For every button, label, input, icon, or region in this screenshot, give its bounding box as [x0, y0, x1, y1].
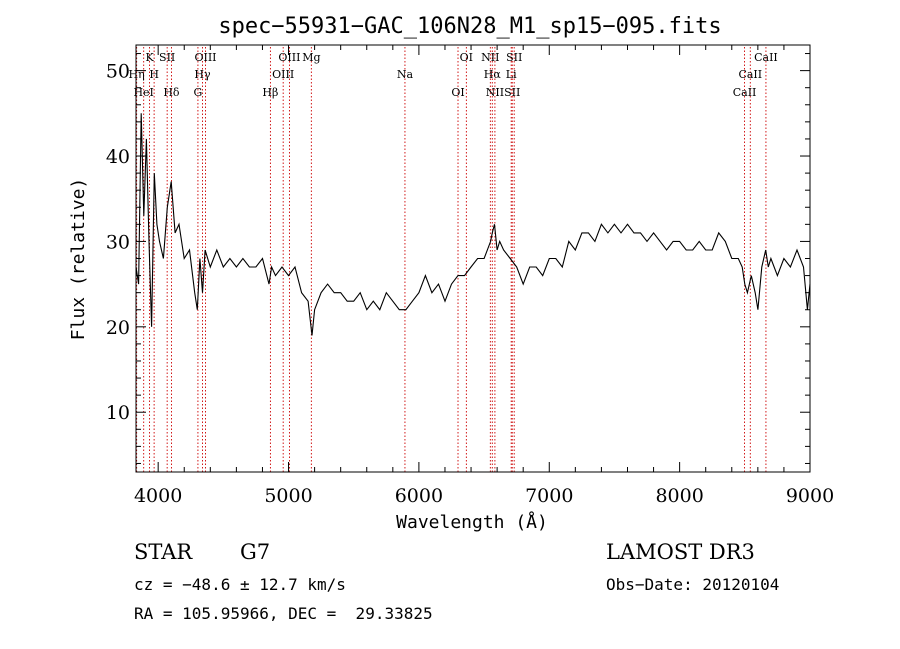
- line-label: SII: [159, 51, 175, 64]
- y-tick-label: 10: [106, 402, 130, 424]
- y-axis-ticks: 10 20 30 40 50: [106, 53, 810, 464]
- line-label: NII: [481, 51, 499, 64]
- y-tick-label: 30: [106, 231, 130, 253]
- object-class: STAR: [134, 540, 193, 564]
- x-tick-label: 6000: [395, 485, 443, 507]
- line-label: CaII: [738, 68, 762, 81]
- redshift-cz: cz = −48.6 ± 12.7 km/s: [134, 575, 346, 594]
- line-markers: [136, 47, 767, 472]
- y-axis-label: Flux (relative): [68, 178, 89, 341]
- line-label: HeI: [133, 86, 153, 99]
- plot-frame: [135, 44, 811, 473]
- line-label: OIII: [278, 51, 300, 64]
- x-tick-label: 7000: [525, 485, 573, 507]
- line-label: Hη: [129, 68, 145, 81]
- spectrum-line: [135, 113, 811, 336]
- line-label: Mg: [302, 51, 320, 64]
- observation-date: Obs−Date: 20120104: [606, 575, 780, 594]
- x-tick-label: 5000: [264, 485, 312, 507]
- y-tick-label: 50: [106, 61, 130, 83]
- line-label: OI: [451, 86, 464, 99]
- line-labels: KHηHeISIIHHδOIIIHγGOIIIOIIIHβMgNaOIOIHαS…: [129, 51, 778, 99]
- x-tick-label: 4000: [134, 485, 182, 507]
- line-label: SII: [506, 51, 522, 64]
- line-label: Hβ: [262, 86, 278, 99]
- line-label: SII: [504, 86, 520, 99]
- object-subclass: G7: [240, 540, 271, 564]
- line-label: Li: [506, 68, 517, 81]
- line-label: CaII: [733, 86, 757, 99]
- line-label: OIII: [272, 68, 294, 81]
- line-label: NII: [486, 86, 504, 99]
- line-label: Hγ: [194, 68, 211, 81]
- line-label: G: [194, 86, 203, 99]
- x-tick-label: 9000: [786, 485, 834, 507]
- x-axis-ticks: 4000 5000 6000 7000 8000 9000: [134, 45, 834, 507]
- x-axis-label: Wavelength (Å): [396, 511, 548, 533]
- line-label: Na: [397, 68, 414, 81]
- line-label: K: [145, 51, 154, 64]
- line-label: CaII: [754, 51, 778, 64]
- line-label: Hδ: [163, 86, 180, 99]
- line-label: OI: [460, 51, 473, 64]
- y-tick-label: 40: [106, 146, 130, 168]
- x-tick-label: 8000: [655, 485, 703, 507]
- line-label: Hα: [484, 68, 502, 81]
- y-tick-label: 20: [106, 317, 130, 339]
- ra-dec: RA = 105.95966, DEC = 29.33825: [134, 604, 433, 623]
- line-label: H: [149, 68, 159, 81]
- chart-title: spec−55931−GAC_106N28_M1_sp15−095.fits: [218, 14, 721, 39]
- line-label: OIII: [194, 51, 216, 64]
- survey-name: LAMOST DR3: [606, 540, 755, 564]
